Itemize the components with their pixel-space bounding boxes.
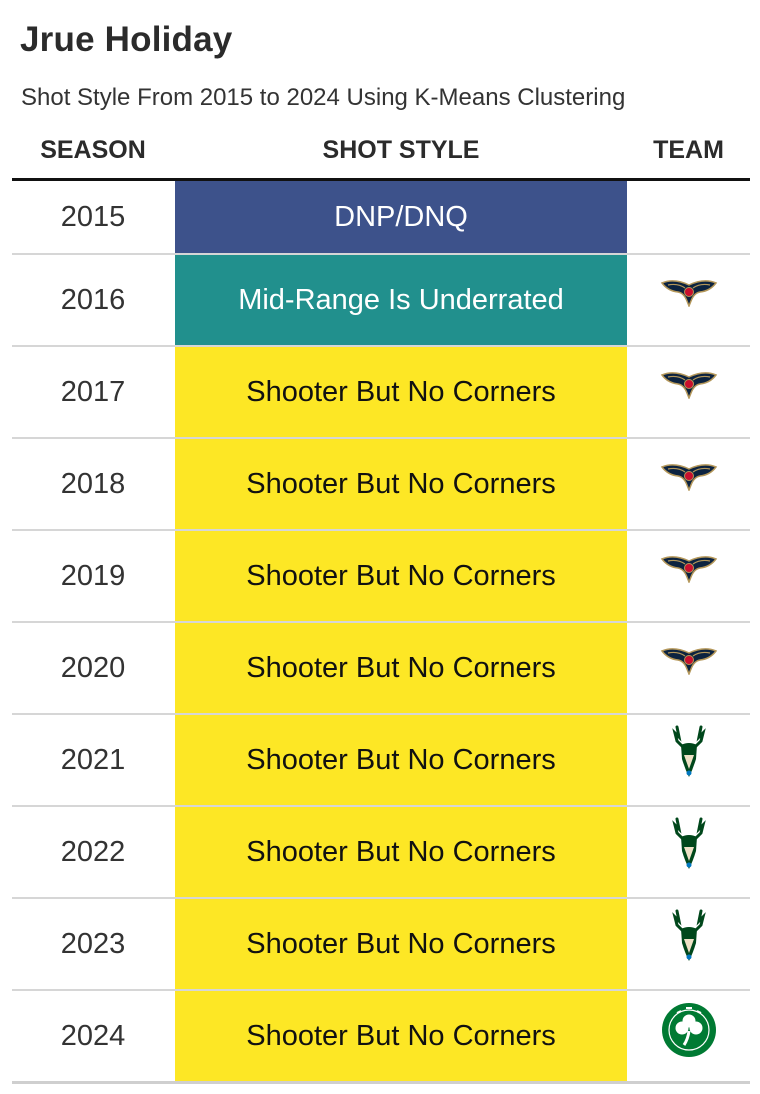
table-row: 2019 Shooter But No Corners — [12, 531, 750, 623]
table-row: 2016 Mid-Range Is Underrated — [12, 255, 750, 347]
pelicans-logo-icon — [660, 369, 718, 399]
shot-style-cell: Shooter But No Corners — [175, 347, 627, 437]
table-row: 2015 DNP/DNQ — [12, 181, 750, 255]
team-column-header: TEAM — [653, 136, 724, 164]
chart-title: Jrue Holiday — [20, 20, 233, 59]
bucks-logo-icon — [669, 725, 709, 781]
pelicans-logo-icon — [660, 461, 718, 491]
shot-style-cell: Shooter But No Corners — [175, 991, 627, 1081]
pelicans-logo-icon — [660, 645, 718, 675]
season-column-header: SEASON — [40, 136, 146, 164]
shot-style-cell: Shooter But No Corners — [175, 899, 627, 989]
season-cell: 2022 — [60, 835, 126, 868]
season-cell: 2023 — [60, 927, 126, 960]
table-row: 2017 Shooter But No Corners — [12, 347, 750, 439]
table-header: SEASON SHOT STYLE TEAM — [12, 130, 750, 178]
bucks-logo-icon — [669, 817, 709, 873]
table-row: 2021 Shooter But No Corners — [12, 715, 750, 807]
shot-style-cell: Shooter But No Corners — [175, 623, 627, 713]
shot-style-cell: Mid-Range Is Underrated — [175, 255, 627, 345]
chart-subtitle: Shot Style From 2015 to 2024 Using K-Mea… — [21, 84, 626, 111]
table-row: 2020 Shooter But No Corners — [12, 623, 750, 715]
team-cell — [627, 439, 750, 529]
celtics-logo-icon — [660, 1001, 718, 1059]
team-cell — [627, 899, 750, 989]
season-cell: 2020 — [60, 651, 126, 684]
shot-style-cell: DNP/DNQ — [175, 181, 627, 253]
team-cell — [627, 991, 750, 1081]
season-cell: 2024 — [60, 1019, 126, 1052]
team-cell — [627, 255, 750, 345]
season-cell: 2016 — [60, 283, 126, 316]
shot-style-cell: Shooter But No Corners — [175, 807, 627, 897]
shot-style-cell: Shooter But No Corners — [175, 531, 627, 621]
team-cell — [627, 531, 750, 621]
team-cell — [627, 347, 750, 437]
table-row: 2024 Shooter But No Corners — [12, 991, 750, 1084]
shot-style-cell: Shooter But No Corners — [175, 715, 627, 805]
shot-style-cell: Shooter But No Corners — [175, 439, 627, 529]
season-cell: 2015 — [60, 200, 126, 233]
bucks-logo-icon — [669, 909, 709, 965]
season-cell: 2021 — [60, 743, 126, 776]
team-cell — [627, 715, 750, 805]
season-cell: 2018 — [60, 467, 126, 500]
season-cell: 2019 — [60, 559, 126, 592]
table-row: 2018 Shooter But No Corners — [12, 439, 750, 531]
team-cell — [627, 623, 750, 713]
table-row: 2023 Shooter But No Corners — [12, 899, 750, 991]
team-cell — [627, 181, 750, 253]
team-cell — [627, 807, 750, 897]
shot-style-column-header: SHOT STYLE — [322, 136, 480, 164]
pelicans-logo-icon — [660, 553, 718, 583]
shot-style-table: 2015 DNP/DNQ 2016 Mid-Range Is Underrated 20… — [12, 181, 750, 1084]
season-cell: 2017 — [60, 375, 126, 408]
table-row: 2022 Shooter But No Corners — [12, 807, 750, 899]
pelicans-logo-icon — [660, 277, 718, 307]
header-divider — [12, 178, 750, 181]
